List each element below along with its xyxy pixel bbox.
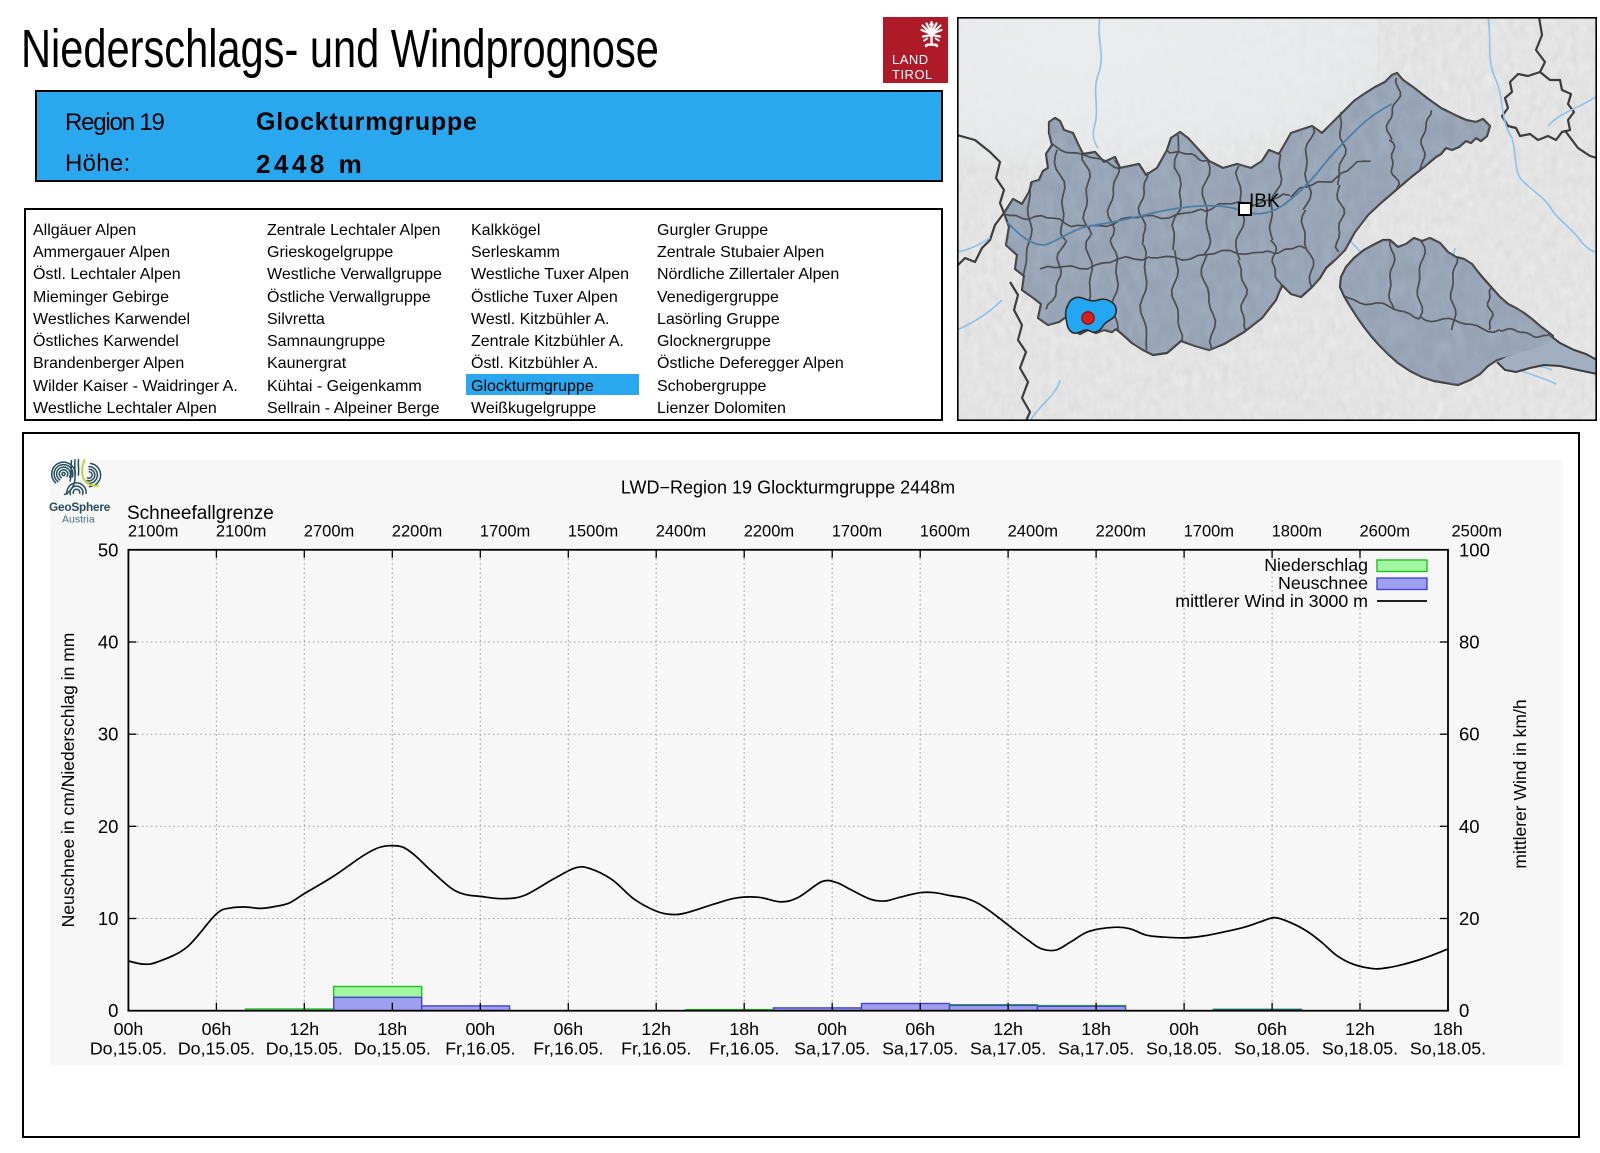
svg-text:LWD−Region 19 Glockturmgruppe: LWD−Region 19 Glockturmgruppe 2448m [621,478,955,498]
svg-text:00h: 00h [114,1019,144,1039]
svg-text:18h: 18h [1433,1019,1463,1039]
svg-text:06h: 06h [202,1019,232,1039]
svg-text:Sa,17.05.: Sa,17.05. [794,1039,870,1059]
svg-text:Neuschnee: Neuschnee [1278,573,1368,593]
svg-text:00h: 00h [1169,1019,1199,1039]
svg-text:12h: 12h [993,1019,1023,1039]
svg-text:20: 20 [98,816,119,837]
svg-text:60: 60 [1459,724,1480,745]
svg-text:Do,15.05.: Do,15.05. [354,1039,431,1059]
svg-text:2500m: 2500m [1452,523,1502,541]
svg-text:1500m: 1500m [568,523,618,541]
svg-text:0: 0 [1459,1000,1469,1021]
svg-text:Fr,16.05.: Fr,16.05. [621,1039,691,1059]
svg-text:Do,15.05.: Do,15.05. [90,1039,167,1059]
svg-text:20: 20 [1459,908,1480,929]
svg-text:Sa,17.05.: Sa,17.05. [970,1039,1046,1059]
svg-text:So,18.05.: So,18.05. [1234,1039,1310,1059]
svg-text:Sa,17.05.: Sa,17.05. [1058,1039,1134,1059]
svg-text:06h: 06h [553,1019,583,1039]
svg-text:12h: 12h [289,1019,319,1039]
svg-text:100: 100 [1459,539,1490,560]
svg-text:80: 80 [1459,632,1480,653]
svg-text:2400m: 2400m [656,523,706,541]
svg-text:0: 0 [108,1000,118,1021]
svg-text:Niederschlag: Niederschlag [1264,555,1368,575]
svg-text:40: 40 [1459,816,1480,837]
svg-text:00h: 00h [817,1019,847,1039]
svg-text:18h: 18h [1081,1019,1111,1039]
svg-text:2100m: 2100m [128,523,178,541]
svg-text:50: 50 [98,539,119,560]
svg-text:40: 40 [98,632,119,653]
svg-text:18h: 18h [377,1019,407,1039]
svg-text:So,18.05.: So,18.05. [1410,1039,1486,1059]
svg-text:2200m: 2200m [392,523,442,541]
svg-text:Do,15.05.: Do,15.05. [266,1039,343,1059]
svg-text:GeoSphere: GeoSphere [49,500,111,514]
svg-text:mittlerer Wind in 3000 m: mittlerer Wind in 3000 m [1175,591,1368,611]
svg-text:12h: 12h [641,1019,671,1039]
svg-text:2600m: 2600m [1360,523,1410,541]
svg-text:So,18.05.: So,18.05. [1322,1039,1398,1059]
svg-text:Fr,16.05.: Fr,16.05. [533,1039,603,1059]
svg-text:1600m: 1600m [920,523,970,541]
svg-text:10: 10 [98,908,119,929]
svg-text:Sa,17.05.: Sa,17.05. [882,1039,958,1059]
svg-text:00h: 00h [465,1019,495,1039]
svg-text:06h: 06h [905,1019,935,1039]
svg-text:2200m: 2200m [1096,523,1146,541]
svg-text:18h: 18h [729,1019,759,1039]
svg-text:mittlerer Wind in km/h: mittlerer Wind in km/h [1510,699,1530,868]
svg-text:30: 30 [98,724,119,745]
svg-text:Neuschnee in cm/Niederschlag i: Neuschnee in cm/Niederschlag in mm [58,633,78,928]
svg-text:06h: 06h [1257,1019,1287,1039]
svg-text:1700m: 1700m [832,523,882,541]
svg-text:2100m: 2100m [216,523,266,541]
svg-text:Fr,16.05.: Fr,16.05. [709,1039,779,1059]
svg-text:1700m: 1700m [1184,523,1234,541]
svg-text:Fr,16.05.: Fr,16.05. [445,1039,515,1059]
svg-text:So,18.05.: So,18.05. [1146,1039,1222,1059]
svg-text:1800m: 1800m [1272,523,1322,541]
svg-text:12h: 12h [1345,1019,1375,1039]
svg-text:2200m: 2200m [744,523,794,541]
svg-text:Schneefallgrenze: Schneefallgrenze [127,503,274,524]
svg-text:IBK: IBK [1249,191,1280,212]
svg-text:Do,15.05.: Do,15.05. [178,1039,255,1059]
svg-text:1700m: 1700m [480,523,530,541]
svg-text:2700m: 2700m [304,523,354,541]
svg-text:Austria: Austria [62,514,95,526]
svg-text:2400m: 2400m [1008,523,1058,541]
